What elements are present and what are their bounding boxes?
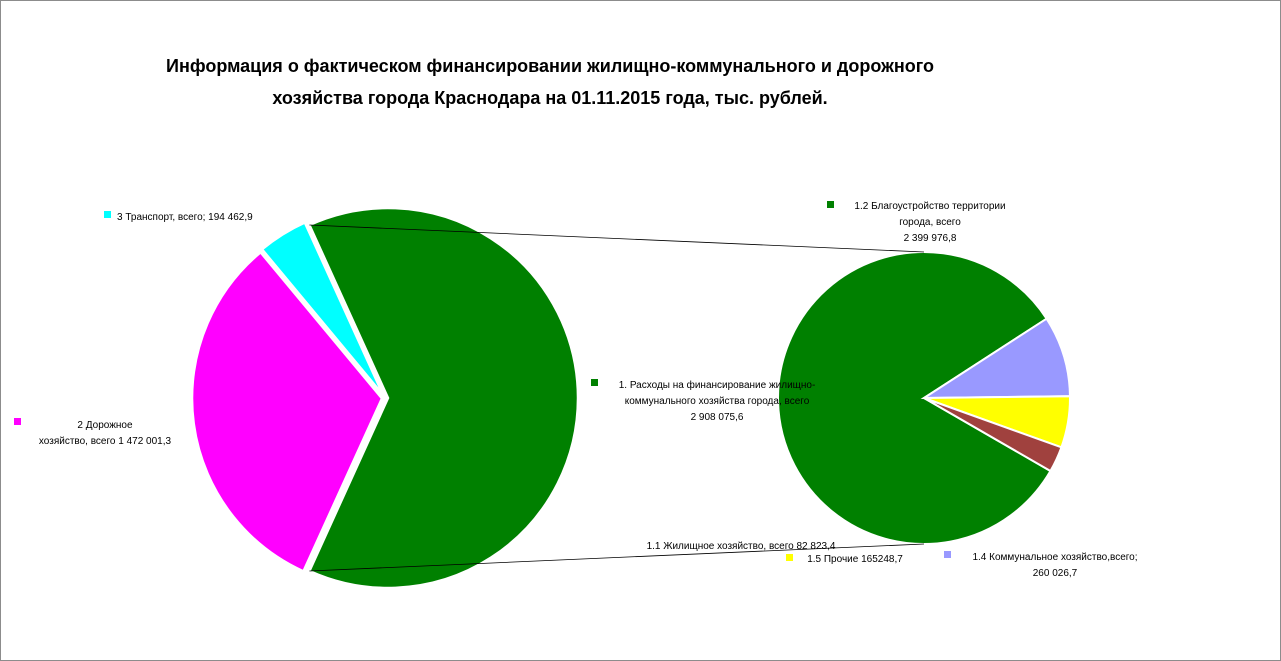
label-breakout-housing-text-0: 1.1 Жилищное хозяйство, всего 82 823,4 bbox=[647, 541, 836, 552]
pie-slice-breakout-0 bbox=[777, 251, 1052, 545]
connector-line-top bbox=[309, 224, 925, 253]
connector-line-bottom bbox=[309, 543, 925, 572]
pie-slice-main-2 bbox=[260, 220, 385, 397]
label-breakout-improvement-text-2: 2 399 976,8 bbox=[904, 233, 957, 244]
label-main-transport-legend-marker bbox=[104, 211, 111, 218]
label-main-transport-text-0: 3 Транспорт, всего; 194 462,9 bbox=[117, 212, 253, 223]
label-breakout-communal-text-0: 1.4 Коммунальное хозяйство,всего; bbox=[972, 552, 1137, 563]
label-main-jkh-text-1: коммунального хозяйства города, всего bbox=[625, 396, 810, 407]
label-breakout-improvement-text-0: 1.2 Благоустройство территории bbox=[854, 201, 1005, 212]
label-breakout-improvement-legend-marker bbox=[827, 201, 834, 208]
label-breakout-other-text-0: 1.5 Прочие 165248,7 bbox=[807, 554, 903, 565]
label-main-road-text-0: 2 Дорожное bbox=[77, 420, 133, 431]
pie-slice-main-0 bbox=[307, 206, 580, 590]
label-breakout-communal-text-1: 260 026,7 bbox=[1033, 568, 1078, 579]
label-main-jkh-text-0: 1. Расходы на финансирование жилищно- bbox=[619, 379, 816, 391]
label-breakout-improvement-text-1: города, всего bbox=[899, 217, 961, 228]
label-main-jkh-legend-marker bbox=[591, 379, 598, 386]
chart-title-line-1: Информация о фактическом финансировании … bbox=[166, 56, 934, 76]
chart-title-line-2: хозяйства города Краснодара на 01.11.201… bbox=[272, 88, 828, 108]
label-breakout-other-legend-marker bbox=[786, 554, 793, 561]
label-main-road-text-1: хозяйство, всего 1 472 001,3 bbox=[39, 436, 172, 447]
label-main-road-legend-marker bbox=[14, 418, 21, 425]
label-breakout-communal-legend-marker bbox=[944, 551, 951, 558]
label-main-jkh-text-2: 2 908 075,6 bbox=[691, 412, 744, 423]
pie-slice-main-1 bbox=[190, 250, 384, 574]
pie-slice-breakout-1 bbox=[920, 317, 1072, 400]
pie-slice-breakout-3 bbox=[923, 397, 1063, 473]
